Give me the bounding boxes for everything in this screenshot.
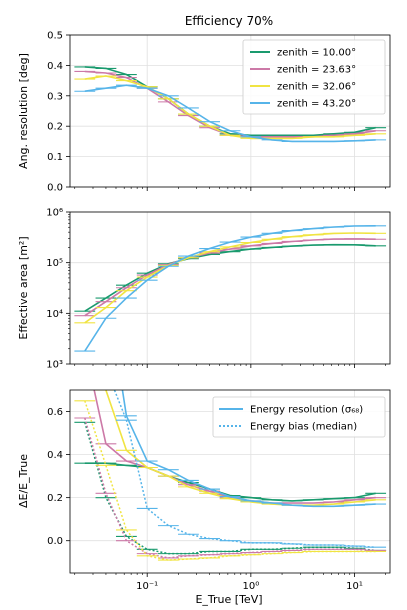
y-tick-label: 0.4 [47, 61, 63, 72]
x-tick-label: 10¹ [346, 581, 363, 592]
plot-frame [69, 211, 391, 365]
y-tick-label: 0.1 [47, 152, 63, 163]
y-axis-label: Ang. resolution [deg] [17, 53, 30, 169]
x-tick-label: 10⁰ [242, 581, 259, 592]
legend-label: Energy resolution (σ₆₈) [250, 405, 363, 416]
energy-resolution-panel: 0.0 0.2 0.4 0.6 10⁻¹ 10⁰ 10¹ ΔE/E_True E_True … [17, 389, 391, 606]
series-group [74, 390, 387, 561]
y-tick-label: 0.3 [47, 91, 63, 102]
legend-label: zenith = 10.00° [277, 48, 356, 59]
plot-area [74, 66, 387, 143]
bias-line-0 [84, 422, 376, 555]
plot-frame [69, 34, 391, 188]
legend: Energy resolution (σ₆₈) Energy bias (medi… [212, 396, 386, 438]
y-tick-label: 0.6 [47, 407, 63, 418]
plot-area [74, 225, 387, 352]
plot-frame [69, 389, 391, 574]
y-tick-label: 0.2 [47, 122, 63, 133]
legend-label: zenith = 23.63° [277, 65, 356, 76]
series-line-1 [84, 238, 376, 317]
y-tick-label: 10⁵ [46, 258, 63, 269]
y-tick-label: 0.5 [47, 31, 63, 42]
y-tick-label: 0.2 [47, 493, 63, 504]
chart-title: Efficiency 70% [185, 14, 273, 28]
series-line-2 [105, 390, 376, 507]
plot-area [74, 390, 387, 561]
legend-box [242, 39, 386, 115]
legend-box [212, 396, 386, 438]
x-tick-label: 10⁻¹ [136, 581, 158, 592]
legend-label: Energy bias (median) [250, 422, 357, 433]
legend-label: zenith = 43.20° [277, 99, 356, 110]
y-axis-label: ΔE/E_True [17, 454, 30, 508]
y-tick-label: 10³ [46, 360, 63, 371]
y-tick-label: 0.4 [47, 450, 63, 461]
series-line-3 [121, 390, 376, 508]
x-axis-label: E_True [TeV] [195, 593, 262, 606]
y-tick-label: 10⁴ [46, 309, 63, 320]
legend-label: zenith = 32.06° [277, 82, 356, 93]
series-group [74, 225, 387, 352]
angular-resolution-panel: 0.0 0.1 0.2 0.3 0.4 0.5 Ang. resolution [deg]… [17, 31, 391, 194]
legend: zenith = 10.00° zenith = 23.63° zenith = 3… [242, 39, 386, 115]
series-line-0 [84, 243, 376, 312]
series-group [74, 66, 387, 143]
effective-area-panel: 10³ 10⁴ 10⁵ 10⁶ Effective area [m²] [17, 208, 391, 371]
y-tick-label: 10⁶ [46, 208, 63, 219]
axis-ticks: 10³ 10⁴ 10⁵ 10⁶ [46, 208, 387, 371]
axis-ticks: 0.0 0.1 0.2 0.3 0.4 0.5 [47, 31, 387, 194]
y-axis-label: Effective area [m²] [17, 236, 30, 339]
axis-ticks: 0.0 0.2 0.4 0.6 10⁻¹ 10⁰ 10¹ [47, 407, 387, 592]
y-tick-label: 0.0 [47, 183, 63, 194]
y-tick-label: 0.0 [47, 536, 63, 547]
